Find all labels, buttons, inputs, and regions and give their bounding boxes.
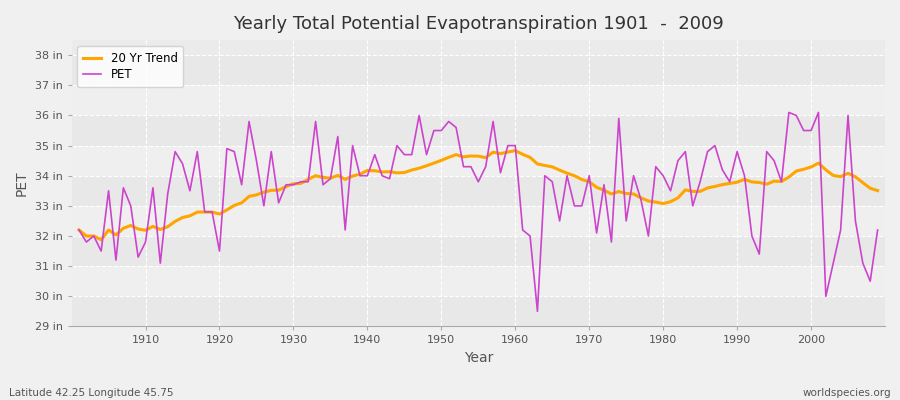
Bar xyxy=(72,176,885,206)
Text: worldspecies.org: worldspecies.org xyxy=(803,388,891,398)
20 Yr Trend xyxy=(518,152,528,157)
Line: PET: PET xyxy=(79,112,878,311)
PET xyxy=(532,309,543,314)
Bar xyxy=(72,206,885,236)
Line: 20 Yr Trend: 20 Yr Trend xyxy=(79,150,878,240)
PET xyxy=(784,110,795,115)
Bar xyxy=(72,236,885,266)
PET xyxy=(132,255,143,260)
PET xyxy=(502,143,513,148)
PET xyxy=(74,228,85,232)
Bar xyxy=(72,296,885,326)
PET xyxy=(606,240,616,244)
Bar xyxy=(72,116,885,146)
PET xyxy=(340,228,351,232)
Bar xyxy=(72,266,885,296)
Title: Yearly Total Potential Evapotranspiration 1901  -  2009: Yearly Total Potential Evapotranspiratio… xyxy=(233,15,724,33)
Text: Latitude 42.25 Longitude 45.75: Latitude 42.25 Longitude 45.75 xyxy=(9,388,174,398)
20 Yr Trend xyxy=(525,155,535,160)
Bar xyxy=(72,55,885,85)
20 Yr Trend xyxy=(347,174,358,178)
PET xyxy=(510,143,521,148)
X-axis label: Year: Year xyxy=(464,351,493,365)
20 Yr Trend xyxy=(74,228,85,232)
20 Yr Trend xyxy=(302,177,313,182)
Legend: 20 Yr Trend, PET: 20 Yr Trend, PET xyxy=(77,46,184,87)
Bar xyxy=(72,146,885,176)
20 Yr Trend xyxy=(140,228,151,233)
PET xyxy=(295,179,306,184)
20 Yr Trend xyxy=(872,188,883,193)
20 Yr Trend xyxy=(95,237,106,242)
PET xyxy=(872,228,883,232)
Y-axis label: PET: PET xyxy=(15,170,29,196)
20 Yr Trend xyxy=(614,189,625,194)
Bar xyxy=(72,85,885,116)
20 Yr Trend xyxy=(510,148,521,153)
